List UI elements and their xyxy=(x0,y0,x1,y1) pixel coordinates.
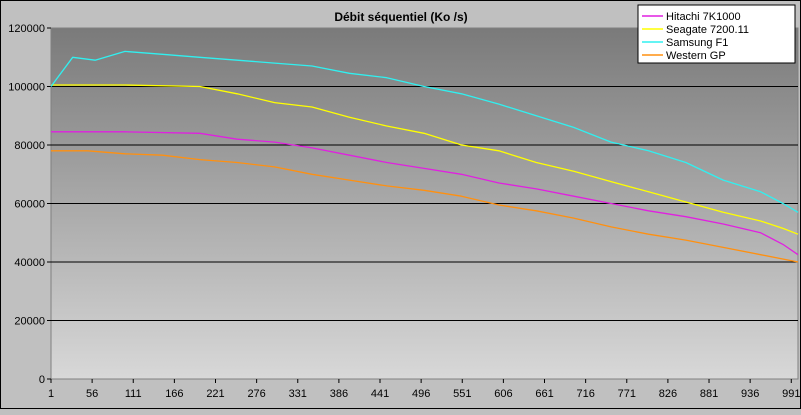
x-tick-label: 496 xyxy=(412,388,430,400)
x-tick-label: 551 xyxy=(453,388,471,400)
y-tick-label: 20000 xyxy=(14,316,45,328)
x-tick-label: 606 xyxy=(494,388,512,400)
x-tick-label: 331 xyxy=(289,388,307,400)
x-tick-label: 276 xyxy=(247,388,265,400)
series-lines xyxy=(50,50,799,263)
legend-label: Seagate 7200.11 xyxy=(666,24,749,36)
chart-title: Débit séquentiel (Ko /s) xyxy=(334,10,467,24)
series-line-2 xyxy=(50,50,799,213)
x-tick-label: 991 xyxy=(782,388,800,400)
x-tick-label: 386 xyxy=(330,388,348,400)
y-tick-label: 100000 xyxy=(8,82,45,94)
y-tick-label: 40000 xyxy=(14,257,45,269)
y-tick-label: 60000 xyxy=(14,199,45,211)
x-tick-label: 661 xyxy=(535,388,553,400)
y-tick-label: 120000 xyxy=(8,23,45,35)
series-line-3 xyxy=(51,150,799,263)
legend-box xyxy=(637,4,796,64)
x-tick-label: 111 xyxy=(125,388,142,400)
x-tick-label: 826 xyxy=(659,388,677,400)
x-tick-label: 166 xyxy=(165,388,183,400)
x-tick-label: 1 xyxy=(48,388,54,400)
x-axis-ticks: 1 56 111 166 221 276 331 386 441 496 551 606 661 716 7… xyxy=(48,379,800,400)
x-tick-label: 771 xyxy=(618,388,636,400)
series-line-0 xyxy=(51,131,799,256)
x-tick-label: 936 xyxy=(741,388,759,400)
x-tick-label: 881 xyxy=(700,388,718,400)
legend-label: Western GP xyxy=(666,50,726,62)
legend-label: Samsung F1 xyxy=(666,37,728,49)
x-tick-label: 56 xyxy=(86,388,98,400)
x-tick-label: 441 xyxy=(371,388,389,400)
legend-label: Hitachi 7K1000 xyxy=(666,11,741,23)
y-axis-ticks: 0 20000 40000 60000 80000 100000 120000 xyxy=(8,23,51,386)
x-tick-label: 221 xyxy=(206,388,224,400)
x-tick-label: 716 xyxy=(576,388,594,400)
y-tick-label: 0 xyxy=(39,374,45,386)
y-tick-label: 80000 xyxy=(14,140,45,152)
series-line-1 xyxy=(51,84,799,235)
